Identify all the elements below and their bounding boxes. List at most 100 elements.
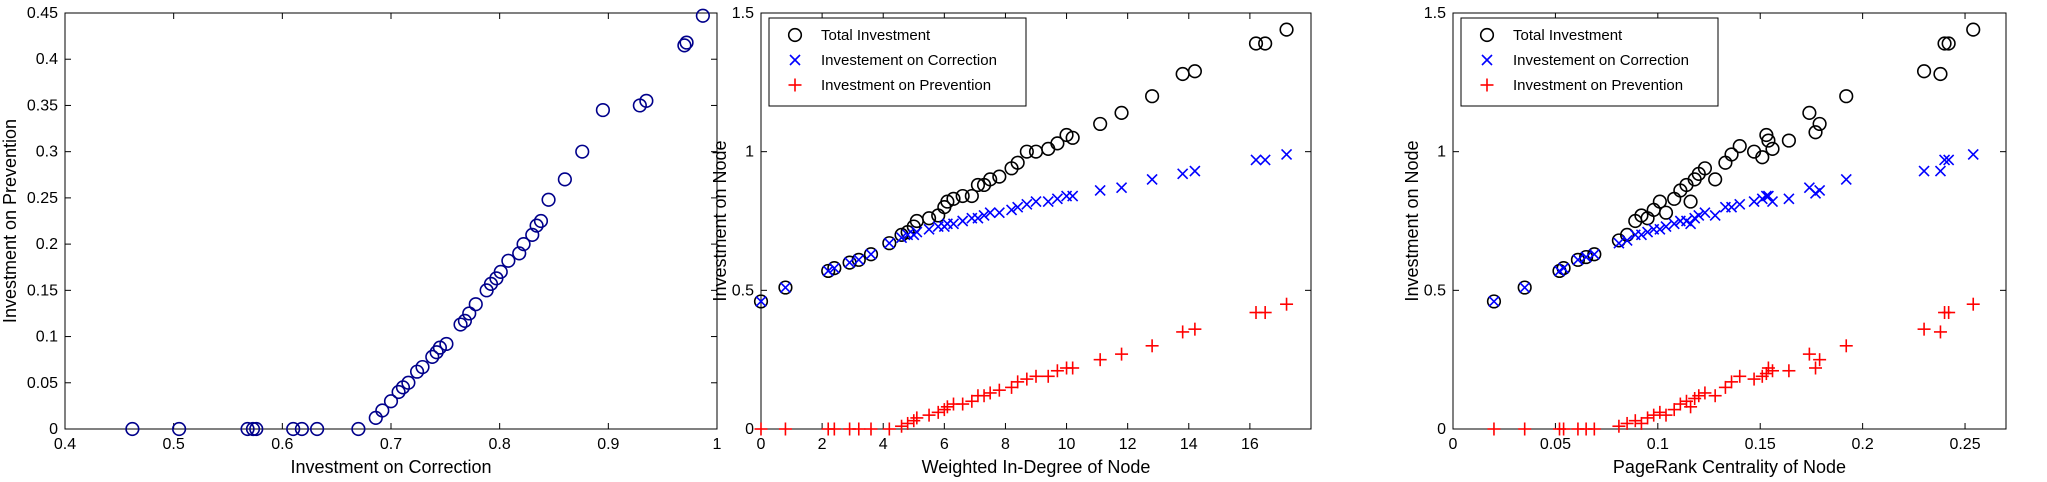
- data-point: [955, 188, 970, 204]
- data-point: [1725, 375, 1739, 389]
- series-investment-on-prevention: [1487, 297, 1980, 436]
- data-point: [294, 421, 309, 437]
- data-point: [911, 226, 923, 238]
- y-axis-label: Investment on Node: [710, 140, 730, 301]
- data-point: [895, 419, 909, 433]
- x-tick-label: 6: [940, 436, 949, 453]
- data-point: [778, 280, 793, 295]
- x-tick-label: 0.25: [1949, 436, 1980, 453]
- data-point: [1613, 237, 1625, 249]
- data-point: [993, 207, 1005, 219]
- data-point: [512, 246, 527, 261]
- data-point: [910, 411, 924, 425]
- data-point: [977, 389, 991, 403]
- data-point: [882, 236, 897, 251]
- data-point: [1041, 141, 1056, 156]
- data-point: [525, 227, 540, 242]
- x-tick-label: 0.8: [489, 436, 511, 453]
- data-point: [992, 169, 1007, 184]
- legend-marker: [788, 78, 802, 92]
- data-point: [978, 209, 990, 222]
- data-point: [1654, 223, 1666, 235]
- data-point: [695, 8, 710, 23]
- data-point: [1966, 22, 1981, 37]
- data-point: [1050, 136, 1065, 151]
- data-point: [1051, 193, 1063, 205]
- data-point: [1667, 403, 1681, 417]
- data-point: [1115, 347, 1129, 361]
- x-axis-label: Weighted In-Degree of Node: [922, 457, 1151, 477]
- data-point: [1734, 198, 1746, 210]
- data-point: [1966, 297, 1980, 311]
- data-point: [827, 261, 842, 276]
- x-tick-label: 1: [713, 436, 722, 453]
- data-point: [983, 172, 998, 187]
- data-point: [501, 253, 516, 268]
- series-investement-on-correction: [755, 148, 1293, 307]
- data-point: [1580, 251, 1592, 263]
- data-point: [828, 262, 840, 274]
- data-point: [1692, 389, 1706, 403]
- legend-marker: [1479, 27, 1495, 43]
- data-point: [1781, 133, 1796, 148]
- data-point: [992, 383, 1006, 397]
- series-total-investment: [1486, 22, 1981, 309]
- y-tick-label: 0.45: [27, 5, 58, 22]
- data-point: [1732, 139, 1747, 154]
- legend-label: Total Investment: [821, 27, 931, 44]
- data-point: [368, 410, 383, 426]
- data-point: [1050, 364, 1064, 378]
- data-point: [1839, 89, 1854, 104]
- data-point: [1812, 116, 1827, 132]
- data-point: [1488, 295, 1500, 307]
- data-point: [1718, 155, 1733, 170]
- data-point: [1718, 380, 1732, 394]
- data-point: [1145, 89, 1160, 104]
- data-point: [240, 421, 255, 437]
- data-point: [827, 422, 841, 436]
- data-point: [1840, 173, 1852, 185]
- data-point: [901, 416, 915, 430]
- data-point: [1938, 154, 1951, 166]
- y-tick-label: 0.1: [36, 329, 58, 346]
- data-point: [852, 422, 866, 436]
- data-point: [1783, 193, 1795, 205]
- data-point: [1733, 369, 1747, 383]
- x-tick-label: 0.15: [1745, 436, 1776, 453]
- data-point: [1646, 202, 1661, 218]
- legend-marker: [787, 27, 803, 43]
- data-point: [1187, 64, 1202, 79]
- data-point: [677, 38, 692, 53]
- data-point: [1557, 422, 1571, 436]
- data-point: [1943, 154, 1955, 166]
- data-point: [401, 375, 416, 390]
- data-point: [1067, 190, 1079, 202]
- y-tick-label: 0.5: [1424, 282, 1446, 299]
- data-point: [1933, 325, 1947, 339]
- data-point: [1012, 201, 1024, 213]
- data-point: [957, 215, 969, 227]
- data-point: [972, 212, 984, 224]
- data-point: [1942, 306, 1956, 320]
- data-point: [946, 191, 961, 206]
- data-point: [383, 394, 399, 409]
- y-axis-label: Investment on Prevention: [0, 119, 20, 323]
- data-point: [1725, 201, 1738, 213]
- x-tick-label: 0.9: [597, 436, 619, 453]
- data-point: [1668, 218, 1680, 230]
- x-tick-label: 2: [818, 436, 827, 453]
- data-point: [391, 384, 406, 400]
- data-point: [1660, 220, 1672, 233]
- data-point: [882, 422, 896, 436]
- data-point: [1641, 411, 1655, 425]
- data-point: [965, 394, 979, 408]
- data-point: [1094, 184, 1106, 197]
- data-point: [1620, 416, 1634, 430]
- data-point: [1519, 281, 1531, 294]
- data-point: [1839, 339, 1853, 353]
- data-point: [1517, 280, 1532, 295]
- data-point: [453, 317, 468, 332]
- data-point: [1588, 248, 1600, 260]
- x-tick-label: 0.2: [1852, 436, 1874, 453]
